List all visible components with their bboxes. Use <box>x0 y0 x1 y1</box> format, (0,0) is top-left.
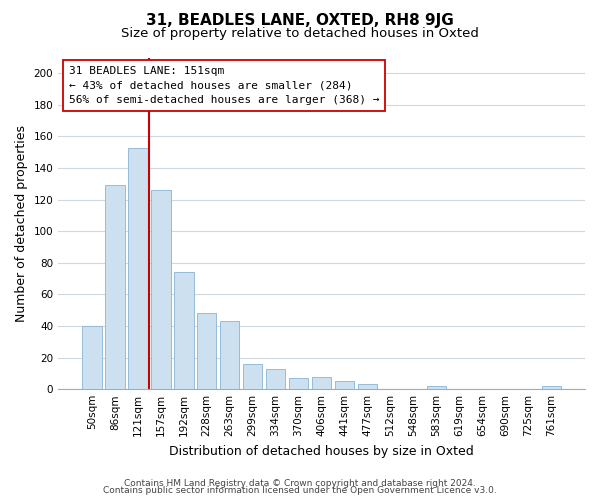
Bar <box>220 322 239 389</box>
Text: Contains HM Land Registry data © Crown copyright and database right 2024.: Contains HM Land Registry data © Crown c… <box>124 478 476 488</box>
Bar <box>542 386 561 389</box>
Bar <box>105 186 125 389</box>
Text: 31 BEADLES LANE: 151sqm
← 43% of detached houses are smaller (284)
56% of semi-d: 31 BEADLES LANE: 151sqm ← 43% of detache… <box>69 66 379 106</box>
Bar <box>358 384 377 389</box>
Bar <box>312 376 331 389</box>
Bar <box>82 326 101 389</box>
Bar <box>151 190 170 389</box>
X-axis label: Distribution of detached houses by size in Oxted: Distribution of detached houses by size … <box>169 444 474 458</box>
Bar <box>174 272 194 389</box>
Y-axis label: Number of detached properties: Number of detached properties <box>15 125 28 322</box>
Text: Size of property relative to detached houses in Oxted: Size of property relative to detached ho… <box>121 28 479 40</box>
Text: Contains public sector information licensed under the Open Government Licence v3: Contains public sector information licen… <box>103 486 497 495</box>
Bar <box>128 148 148 389</box>
Bar <box>289 378 308 389</box>
Bar <box>243 364 262 389</box>
Bar <box>335 382 355 389</box>
Text: 31, BEADLES LANE, OXTED, RH8 9JG: 31, BEADLES LANE, OXTED, RH8 9JG <box>146 12 454 28</box>
Bar <box>266 368 286 389</box>
Bar <box>197 314 217 389</box>
Bar <box>427 386 446 389</box>
